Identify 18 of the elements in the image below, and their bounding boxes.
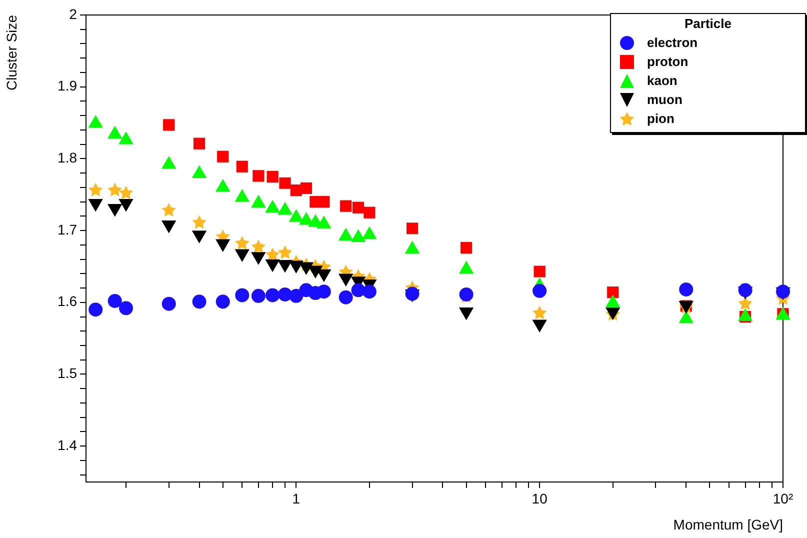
legend-label: proton xyxy=(647,54,688,69)
y-axis-title: Cluster Size xyxy=(3,14,20,90)
x-axis-title: Momentum [GeV] xyxy=(673,516,783,532)
x-tick-label: 1 xyxy=(292,490,300,506)
y-tick-label: 1.5 xyxy=(58,365,78,382)
x-tick-label: 10² xyxy=(772,490,794,506)
y-tick-label: 1.9 xyxy=(58,78,78,94)
y-tick-label: 1.7 xyxy=(58,221,78,238)
legend-label: muon xyxy=(647,92,682,107)
y-tick-label: 2 xyxy=(69,6,78,22)
y-tick-label: 1.4 xyxy=(58,436,78,453)
legend-label: electron xyxy=(647,35,698,50)
y-tick-label: 1.6 xyxy=(58,293,78,310)
y-tick-label: 1.8 xyxy=(58,150,78,166)
legend-label: pion xyxy=(647,111,674,126)
legend-label: kaon xyxy=(647,73,678,88)
legend-title: Particle xyxy=(684,16,732,31)
x-tick-label: 10 xyxy=(532,490,548,506)
